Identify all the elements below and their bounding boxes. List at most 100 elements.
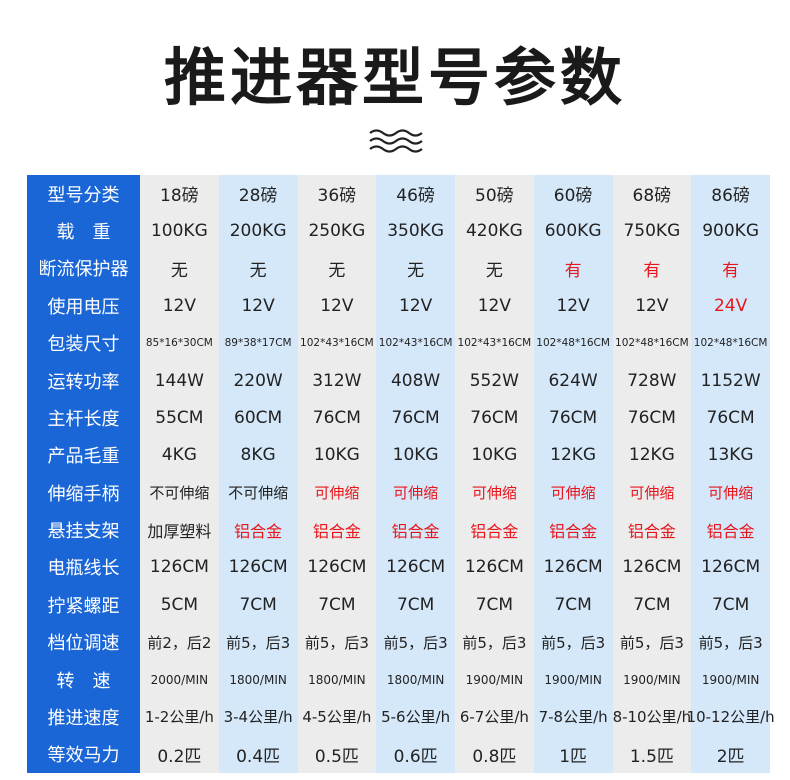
cell: 无 [485,260,503,281]
cell: 7CM [633,594,671,615]
cell: 5-6公里/h [381,708,451,727]
cell: 102*43*16CM [300,337,374,350]
cell: 铝合金 [234,522,283,542]
column-bg [691,175,770,773]
cell: 100KG [150,221,208,242]
cell: 不可伸缩 [228,484,289,503]
cell: 无 [170,260,188,281]
cell: 前5，后3 [383,633,448,652]
cell: 6-7公里/h [459,708,529,727]
cell: 102*43*16CM [457,337,532,350]
spec-table: 型号分类 18磅 28磅 36磅 46磅 50磅 60磅 68磅 86磅载 重 100KG 200K… [27,175,775,773]
cell: 76CM [549,407,598,428]
cell: 1-2公里/h [144,708,214,727]
cell: 102*43*16CM [378,337,453,350]
cell: 13KG [707,445,754,466]
cell: 68磅 [632,186,672,207]
cell: 126CM [701,557,761,578]
cell: 126CM [622,557,682,578]
cell: 5CM [160,594,199,615]
cell: 624W [548,370,598,391]
cell: 12V [162,295,196,316]
cell: 60CM [234,407,283,428]
cell: 8KG [240,445,276,466]
cell: 1800/MIN [386,672,445,687]
cell: 0.5匹 [314,746,359,767]
cell: 126CM [307,557,367,578]
row-header: 运转功率 [47,371,120,393]
cell: 50磅 [475,186,514,207]
cell: 750KG [623,221,681,242]
cell: 铝合金 [706,522,755,542]
row-header: 断流保护器 [38,259,129,281]
column-bg [140,175,219,773]
cell: 不可伸缩 [149,484,210,503]
cell: 76CM [706,407,755,428]
cell: 12V [635,295,669,316]
row-header: 悬挂支架 [47,521,120,543]
cell: 有 [722,260,740,281]
cell: 7CM [554,594,592,615]
cell: 600KG [544,221,602,242]
wave-icon [369,129,423,153]
cell: 加厚塑料 [147,522,212,542]
cell: 126CM [386,557,446,578]
cell: 46磅 [396,186,435,207]
cell: 126CM [149,557,209,578]
cell: 前5，后3 [541,633,606,652]
cell: 76CM [470,407,519,428]
cell: 126CM [228,557,288,578]
cell: 86磅 [711,186,750,207]
cell: 前5，后3 [698,633,763,652]
cell: 102*48*16CM [615,337,689,350]
cell: 铝合金 [312,522,361,542]
cell: 89*38*17CM [224,337,292,350]
cell: 可伸缩 [314,484,360,503]
cell: 可伸缩 [708,484,754,503]
row-header: 推进速度 [47,707,120,729]
cell: 12V [320,295,354,316]
cell: 7CM [396,594,435,615]
column-bg [612,175,692,773]
cell: 250KG [308,221,366,242]
column-bg [218,175,298,773]
cell: 12V [241,295,275,316]
cell: 铝合金 [627,522,676,542]
cell: 420KG [465,221,523,242]
cell: 12KG [628,445,675,466]
cell: 552W [469,370,519,391]
cell: 前5，后3 [619,633,684,652]
row-header: 档位调速 [47,633,120,655]
cell: 3-4公里/h [223,708,293,727]
title: 推进器型号参数 [163,41,626,114]
cell: 1800/MIN [308,672,366,687]
cell: 无 [249,260,267,281]
cell: 10KG [313,445,360,466]
cell: 铝合金 [470,522,519,542]
cell: 前5，后3 [462,633,527,652]
cell: 36磅 [317,186,357,207]
row-header: 等效马力 [47,745,120,767]
cell: 60磅 [553,186,593,207]
cell: 728W [627,370,677,391]
column-bg [376,175,455,773]
cell: 220W [233,370,283,391]
cell: 2匹 [716,746,745,767]
cell: 1.5匹 [629,746,674,767]
cell: 1900/MIN [544,672,602,687]
row-header: 包装尺寸 [47,334,120,356]
cell: 铝合金 [549,522,598,542]
cell: 350KG [387,221,445,242]
cell: 8-10公里/h [612,708,692,727]
row-header: 转 速 [56,670,111,692]
row-header: 主杆长度 [47,408,120,430]
cell: 28磅 [238,186,278,207]
cell: 102*48*16CM [536,337,610,350]
cell: 10KG [471,445,518,466]
cell: 12V [556,295,590,316]
cell: 76CM [627,407,676,428]
cell: 200KG [229,221,287,242]
cell: 18磅 [160,186,199,207]
cell: 无 [328,260,346,281]
cell: 7-8公里/h [538,708,608,727]
